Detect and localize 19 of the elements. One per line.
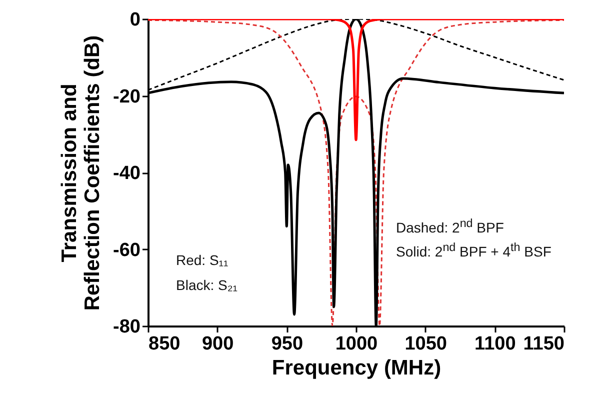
annotation: Dashed: 2$^{nd}$ BPF: [396, 217, 504, 236]
y-tick-label: 0: [130, 10, 140, 30]
y-axis-title: Transmission and Reflection Coefficients (dB): [58, 35, 104, 311]
x-tick-label: 1100: [474, 334, 516, 354]
y-tick-label: -40: [113, 163, 140, 184]
annotation: Red: S₁₁: [176, 252, 228, 269]
annotation: Black: S₂₁: [176, 277, 238, 294]
x-tick-label: 900: [202, 334, 234, 354]
x-tick-label: 950: [271, 334, 304, 354]
x-tick-label: 1150: [523, 334, 564, 354]
y-tick-label: -80: [113, 316, 140, 338]
line-series: [148, 19, 564, 142]
y-tick-label: -20: [113, 86, 140, 108]
annotation: Solid: 2$^{nd}$ BPF + 4$^{th}$ BSF: [396, 241, 552, 260]
x-axis-title: Frequency (MHz): [272, 356, 442, 380]
x-tick-label: 850: [148, 334, 180, 354]
y-tick-label: -60: [113, 240, 140, 261]
x-tick-label: 1050: [404, 334, 447, 354]
x-tick-label: 1000: [335, 334, 378, 354]
